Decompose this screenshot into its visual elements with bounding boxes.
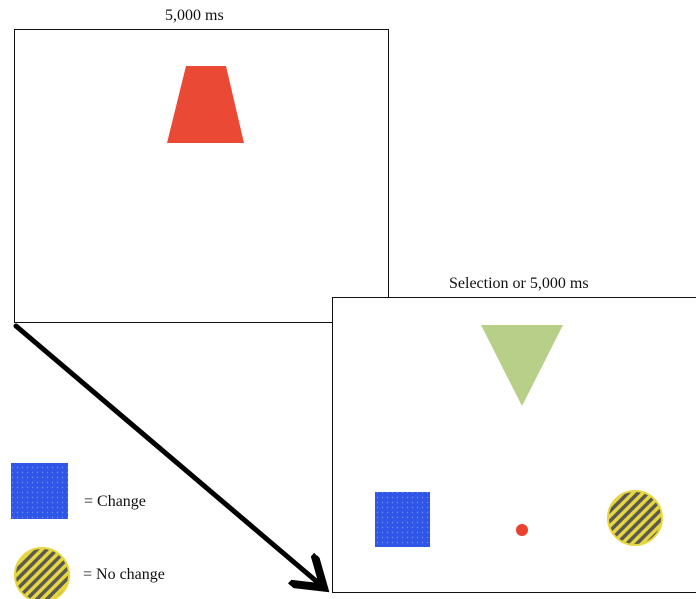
test-duration-caption: Selection or 5,000 ms (449, 275, 589, 292)
transition-arrow (13, 323, 322, 586)
legend-change-label: = Change (84, 493, 146, 510)
legend-no-change-label: = No change (83, 566, 165, 583)
test-screen-panel (332, 297, 696, 593)
legend-change-square-icon (11, 463, 68, 519)
legend-no-change-circle-icon (14, 547, 70, 599)
study-duration-caption: 5,000 ms (165, 7, 224, 24)
study-screen-panel (14, 29, 389, 323)
